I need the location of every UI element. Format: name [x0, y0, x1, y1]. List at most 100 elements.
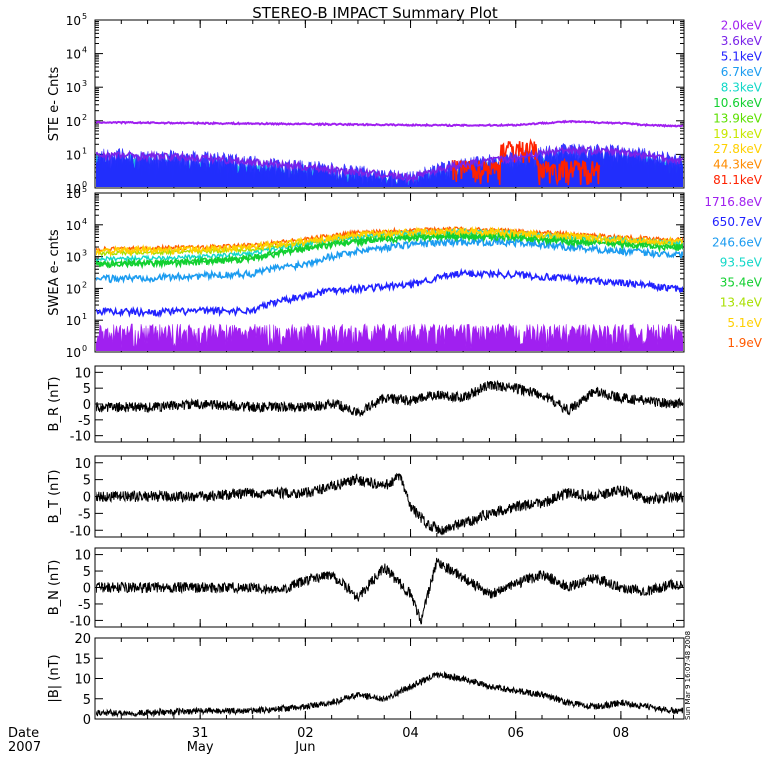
y-tick-exponent: 1: [82, 312, 87, 321]
legend-entry: 1.9eV: [727, 336, 762, 350]
data-series-band: [96, 142, 683, 187]
panel-data: [96, 225, 683, 351]
y-tick-exponent: 2: [82, 280, 87, 289]
y-tick-label: -5: [78, 598, 91, 613]
x-tick-sublabel: Jun: [294, 740, 315, 755]
y-tick-label: 0: [83, 398, 91, 413]
legend-entry: 5.1eV: [727, 316, 762, 330]
legend-entry: 3.6keV: [721, 34, 763, 48]
legend-entry: 19.1keV: [713, 127, 763, 141]
y-tick-label: 10: [66, 115, 81, 129]
y-tick-label: 5: [83, 693, 91, 708]
data-series-2466eV: [96, 236, 683, 284]
y-tick-label: 10: [74, 673, 91, 688]
y-tick-exponent: 0: [82, 344, 87, 353]
data-series-bn: [96, 557, 683, 625]
data-series-floor: [96, 323, 683, 351]
timestamp: Sun Mar 9 16:07:48 2008: [684, 631, 692, 720]
y-tick-label: 5: [83, 474, 91, 489]
legend-entry: 81.1keV: [713, 173, 763, 187]
legend-entry: 6.7keV: [721, 65, 763, 79]
y-tick-label: 10: [74, 549, 91, 564]
y-tick-label: 10: [74, 366, 91, 381]
y-tick-label: 10: [66, 148, 81, 162]
y-tick-label: 10: [66, 187, 81, 201]
data-series-6507eV: [96, 267, 683, 319]
data-series-51eV: [96, 225, 683, 258]
y-axis-label: B_N (nT): [47, 560, 62, 616]
y-tick-label: 10: [66, 346, 81, 360]
x-tick-label: 04: [402, 726, 419, 741]
y-tick-label: 10: [66, 48, 81, 62]
plot-title: STEREO-B IMPACT Summary Plot: [252, 4, 498, 22]
data-series-bt: [96, 472, 683, 536]
legend-entry: 5.1keV: [721, 50, 763, 64]
y-tick-label: -5: [78, 507, 91, 522]
y-tick-label: 10: [66, 314, 81, 328]
legend-entry: 2.0keV: [721, 19, 763, 33]
x-tick-label: 02: [297, 726, 314, 741]
x-tick-label: 31: [192, 726, 209, 741]
y-axis-label: STE e- Cnts: [47, 66, 62, 141]
panel-frame: [94, 19, 685, 189]
legend-entry: 8.3keV: [721, 80, 763, 94]
legend-entry: 10.6keV: [713, 96, 763, 110]
data-series-354eV: [96, 230, 683, 270]
y-tick-label: -10: [70, 524, 91, 539]
data-series-bmag: [96, 670, 683, 718]
y-tick-exponent: 5: [82, 12, 87, 21]
x-tick-label: 08: [613, 726, 630, 741]
legend-entry: 35.4eV: [720, 276, 763, 290]
y-tick-label: 10: [66, 14, 81, 28]
y-tick-label: 5: [83, 382, 91, 397]
data-series-36keV: [96, 144, 683, 184]
legend-entry: 13.9keV: [713, 111, 763, 125]
panel-frame: [94, 192, 685, 353]
y-tick-label: 10: [74, 457, 91, 472]
panel-bn: 105 0-5-10 B_N (nT): [47, 547, 685, 629]
data-series-spikes: [451, 138, 601, 186]
y-tick-label: 10: [66, 282, 81, 296]
panel-bmag: 20 15 10 5 0 |B| (nT): [47, 632, 685, 728]
panel-bt: 10 5 0-5 -10 B_T (nT): [47, 455, 685, 539]
y-tick-exponent: 1: [82, 146, 87, 155]
y-tick-label: -10: [70, 614, 91, 629]
y-tick-label: 5: [83, 565, 91, 580]
y-tick-label: 10: [66, 219, 81, 233]
y-tick-label: 0: [83, 582, 91, 597]
legend-entry: 27.8keV: [713, 142, 763, 156]
x-tick-label: 06: [507, 726, 524, 741]
y-tick-exponent: 5: [82, 185, 87, 194]
panel-data: [96, 557, 683, 625]
y-tick-exponent: 2: [82, 113, 87, 122]
y-tick-label: 10: [66, 182, 81, 196]
y-axis-label: B_R (nT): [47, 377, 62, 432]
legend: 1716.8eV 650.7eV 246.6eV 93.5eV 35.4eV 13.4eV…: [704, 195, 762, 350]
legend-entry: 246.6eV: [712, 235, 763, 249]
legend-entry: 650.7eV: [712, 215, 763, 229]
y-tick-exponent: 3: [82, 79, 87, 88]
y-tick-exponent: 4: [82, 217, 87, 226]
y-tick-label: 10: [66, 81, 81, 95]
y-axis-label: |B| (nT): [47, 654, 62, 702]
y-tick-exponent: 3: [82, 249, 87, 258]
y-axis-label: B_T (nT): [47, 470, 62, 524]
y-tick-label: 10: [66, 251, 81, 265]
data-series-20keV: [96, 119, 683, 128]
legend-entry: 13.4eV: [720, 296, 763, 310]
panel-data: [96, 379, 683, 417]
legend-entry: 1716.8eV: [704, 195, 762, 209]
y-tick-exponent: 0: [82, 180, 87, 189]
legend-entry: 44.3keV: [713, 158, 763, 172]
y-tick-label: 20: [74, 632, 91, 647]
date-label: Date: [8, 726, 39, 741]
y-tick-label: -5: [78, 414, 91, 429]
y-tick-label: 0: [83, 713, 91, 728]
y-tick-label: 0: [83, 491, 91, 506]
y-tick-label: -10: [70, 430, 91, 445]
panel-data: [96, 472, 683, 536]
